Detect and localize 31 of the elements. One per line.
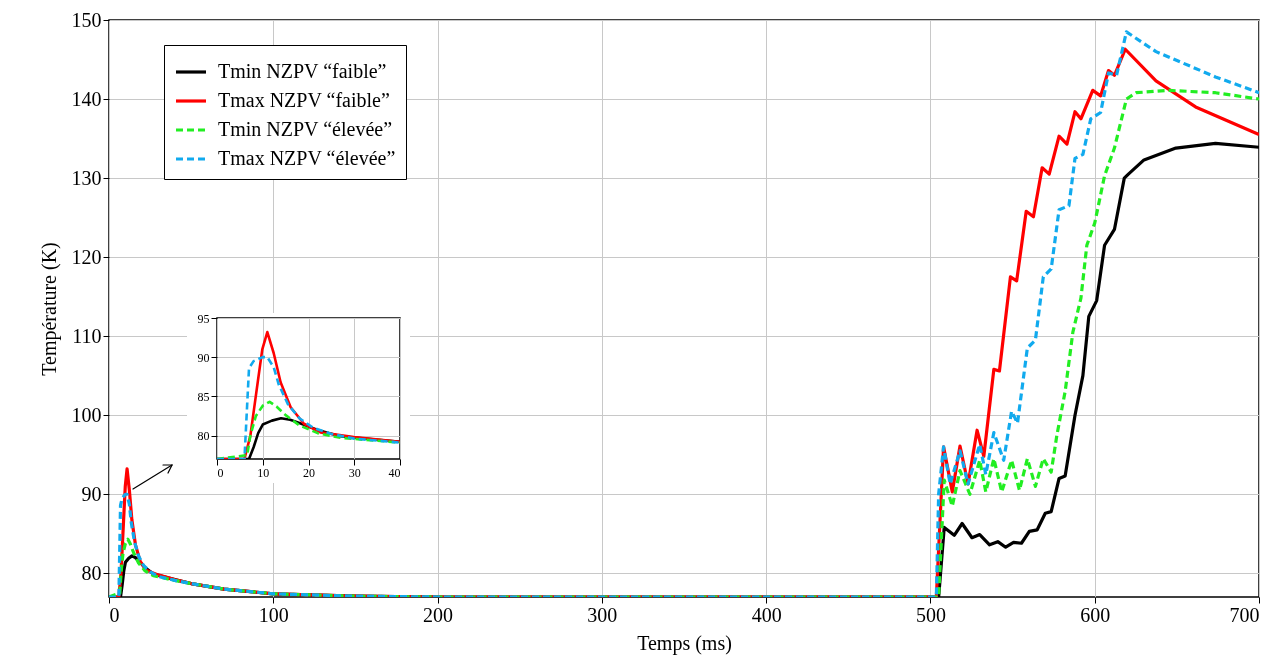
x-tick-label: 100	[258, 603, 289, 626]
y-tick-label: 80	[197, 429, 210, 443]
y-tick-label: 130	[71, 166, 102, 189]
x-tick-label: 10	[257, 465, 270, 480]
x-axis-title: Temps (ms)	[637, 631, 732, 655]
y-tick-label: 90	[197, 350, 210, 365]
y-axis-title: Température (K)	[37, 242, 61, 376]
x-tick-label: 600	[1080, 603, 1111, 626]
legend-label: Tmin NZPV “faible”	[218, 60, 387, 82]
x-tick-label: 0	[217, 465, 224, 480]
y-tick-label: 90	[81, 482, 102, 505]
x-tick-label: 300	[587, 603, 618, 626]
y-tick-label: 120	[71, 245, 102, 268]
x-tick-label: 200	[423, 603, 454, 626]
y-tick-label: 110	[72, 324, 102, 347]
legend-label: Tmin NZPV “élevée”	[218, 118, 393, 140]
y-tick-label: 95	[197, 311, 210, 326]
x-tick-label: 20	[303, 465, 315, 480]
y-tick-label: 150	[71, 8, 102, 31]
x-tick-label: 400	[751, 603, 782, 626]
y-tick-label: 80	[81, 561, 102, 584]
y-tick-label: 100	[71, 403, 102, 426]
y-tick-label: 140	[71, 87, 102, 110]
x-tick-label: 40	[388, 465, 401, 480]
x-tick-label: 0	[109, 603, 120, 626]
x-tick-label: 700	[1229, 603, 1260, 626]
x-tick-label: 30	[348, 465, 361, 480]
y-tick-label: 85	[197, 389, 210, 404]
x-tick-label: 500	[915, 603, 946, 626]
legend-label: Tmax NZPV “élevée”	[218, 147, 396, 169]
legend-label: Tmax NZPV “faible”	[218, 89, 390, 111]
